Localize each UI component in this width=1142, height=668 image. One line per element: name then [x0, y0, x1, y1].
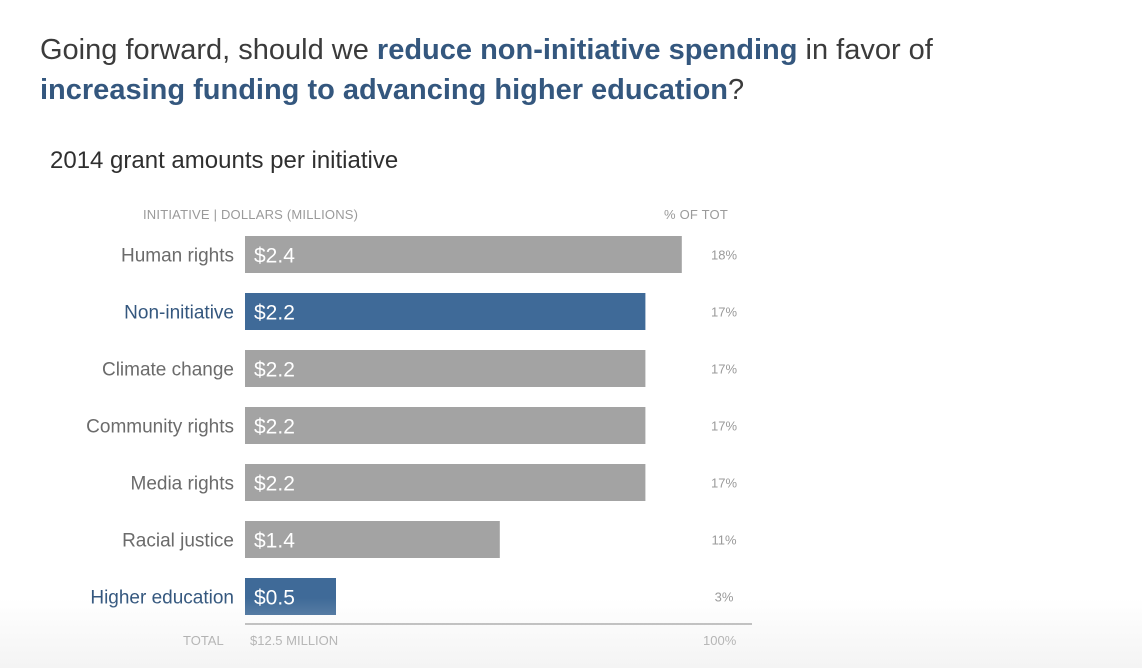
category-label-community-rights: Community rights	[86, 417, 234, 438]
category-label-racial-justice: Racial justice	[122, 531, 234, 552]
percent-label-media-rights: 17%	[711, 476, 737, 491]
value-label-climate-change: $2.2	[254, 359, 295, 382]
column-header-percent: % OF TOT	[664, 207, 728, 222]
bar-media-rights	[245, 464, 646, 501]
percent-label-non-initiative: 17%	[711, 305, 737, 320]
category-label-human-rights: Human rights	[121, 246, 234, 267]
chart-title: 2014 grant amounts per initiative	[50, 147, 399, 174]
percent-label-climate-change: 17%	[711, 362, 737, 377]
value-label-non-initiative: $2.2	[254, 302, 295, 325]
bar-non-initiative	[245, 293, 646, 330]
headline-part3: in favor of	[797, 34, 933, 66]
bar-human-rights	[245, 236, 682, 273]
total-label: TOTAL	[183, 633, 224, 648]
bar-community-rights	[245, 407, 646, 444]
total-value: $12.5 MILLION	[250, 633, 339, 648]
percent-label-higher-education: 3%	[715, 590, 734, 605]
headline-part5: ?	[728, 74, 745, 106]
percent-label-racial-justice: 11%	[711, 533, 736, 548]
value-label-higher-education: $0.5	[254, 587, 295, 610]
category-label-media-rights: Media rights	[131, 474, 235, 495]
headline: Going forward, should we reduce non-init…	[40, 30, 1100, 110]
column-header-initiative: INITIATIVE | DOLLARS (MILLIONS)	[143, 207, 359, 222]
bar-climate-change	[245, 350, 646, 387]
total-percent: 100%	[703, 633, 737, 648]
value-label-racial-justice: $1.4	[254, 530, 295, 553]
headline-highlight-reduce: reduce non-initiative spending	[376, 34, 798, 66]
value-label-media-rights: $2.2	[254, 473, 295, 496]
bar-racial-justice	[245, 521, 500, 558]
value-label-community-rights: $2.2	[254, 416, 295, 439]
headline-part1: Going forward, should we	[40, 34, 377, 66]
percent-label-community-rights: 17%	[711, 419, 737, 434]
category-label-climate-change: Climate change	[102, 360, 234, 381]
value-label-human-rights: $2.4	[254, 245, 295, 268]
headline-highlight-increase: increasing funding to advancing higher e…	[40, 74, 728, 106]
category-label-non-initiative: Non-initiative	[124, 303, 234, 324]
category-label-higher-education: Higher education	[90, 588, 234, 609]
percent-label-human-rights: 18%	[711, 248, 737, 263]
